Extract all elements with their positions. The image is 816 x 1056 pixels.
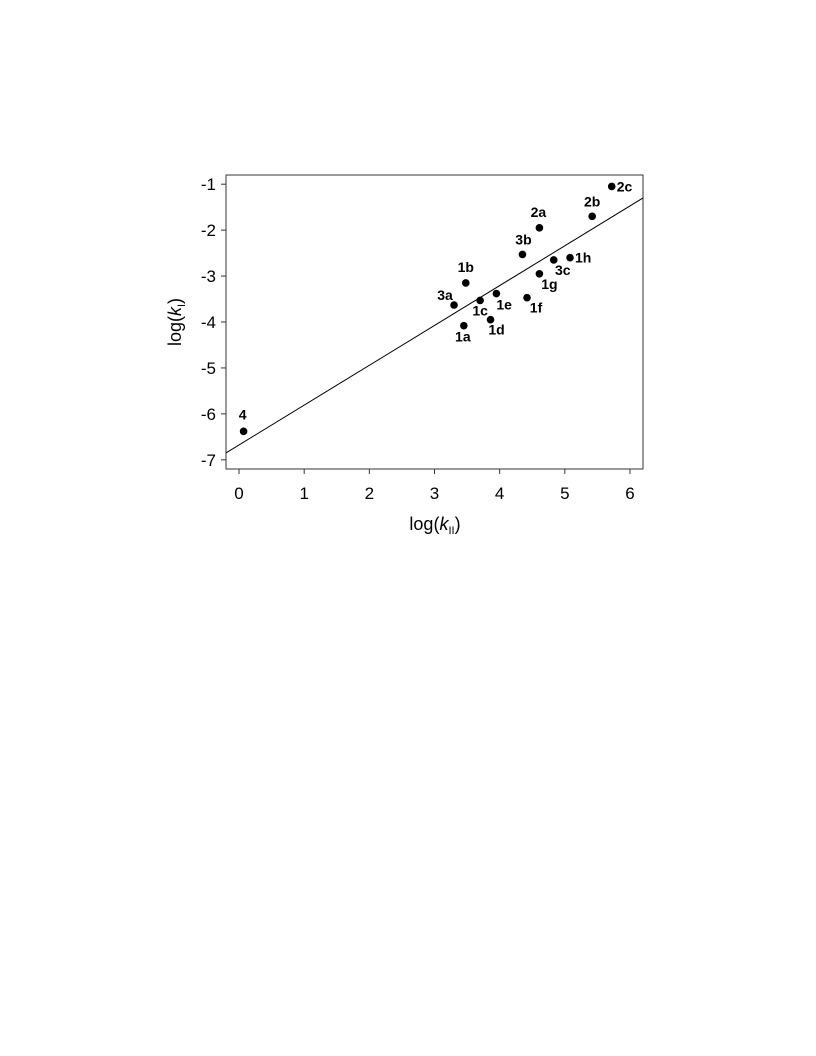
- data-point-label: 2a: [531, 204, 547, 220]
- data-point-label: 1b: [458, 259, 474, 275]
- x-tick-label: 0: [234, 484, 243, 503]
- data-point-label: 1h: [575, 250, 591, 266]
- x-tick-label: 1: [299, 484, 308, 503]
- x-tick-label: 5: [560, 484, 569, 503]
- x-tick-label: 6: [625, 484, 634, 503]
- data-point: [607, 182, 616, 191]
- data-point: [460, 321, 468, 330]
- data-point: [566, 253, 574, 262]
- data-point-label: 4: [239, 406, 247, 422]
- y-tick-label: -1: [201, 175, 216, 194]
- y-axis-label-suffix: ): [165, 298, 185, 304]
- x-axis-label-var: k: [439, 514, 449, 534]
- y-tick-label: -4: [201, 313, 216, 332]
- data-point: [239, 427, 248, 436]
- data-point-label: 1g: [541, 276, 557, 292]
- data-point: [461, 279, 470, 287]
- data-point: [588, 212, 596, 221]
- y-tick-label: -6: [201, 405, 216, 424]
- y-tick-label: -5: [201, 359, 216, 378]
- x-tick-label: 2: [365, 484, 374, 503]
- data-point: [476, 296, 484, 305]
- data-point: [549, 256, 558, 264]
- data-point-label: 3a: [437, 287, 453, 303]
- data-point-label: 3c: [555, 262, 571, 278]
- x-axis-label: log(kII): [409, 514, 460, 537]
- data-point-label: 1a: [455, 329, 471, 345]
- y-axis-label: log(kI): [165, 298, 188, 346]
- y-tick-label: -7: [201, 451, 216, 470]
- x-axis-ticks: 0 1 2 3 4 5 6: [234, 469, 635, 503]
- data-point: [486, 315, 495, 324]
- data-point-label: 1c: [472, 302, 488, 318]
- plot-frame: [225, 174, 644, 470]
- data-point-label: 3b: [515, 231, 531, 247]
- data-point: [518, 250, 527, 259]
- y-tick-label: -2: [201, 221, 216, 240]
- x-axis-label-sub: II: [448, 525, 454, 537]
- data-point: [523, 293, 531, 302]
- fit-line: [225, 197, 644, 454]
- data-point: [450, 301, 458, 309]
- data-point: [535, 224, 544, 232]
- y-axis-ticks: -1 -2 -3 -4 -5 -6 -7: [201, 175, 226, 470]
- x-axis-label-prefix: log(: [409, 514, 439, 534]
- data-point: [535, 269, 544, 278]
- data-point-label: 1e: [496, 297, 512, 313]
- data-point-label: 2b: [584, 193, 600, 209]
- x-tick-label: 4: [495, 484, 504, 503]
- data-point: [492, 289, 501, 298]
- x-axis-label-suffix: ): [455, 514, 461, 534]
- x-tick-label: 3: [430, 484, 439, 503]
- y-tick-label: -3: [201, 267, 216, 286]
- y-axis-label-var: k: [165, 306, 185, 316]
- y-axis-label-prefix: log(: [165, 316, 185, 346]
- data-point-label: 1f: [530, 300, 543, 316]
- data-point-label: 1d: [488, 322, 504, 338]
- fit-line-layer: [225, 197, 644, 454]
- data-point-label: 2c: [617, 178, 633, 194]
- y-axis-label-sub: I: [176, 304, 188, 307]
